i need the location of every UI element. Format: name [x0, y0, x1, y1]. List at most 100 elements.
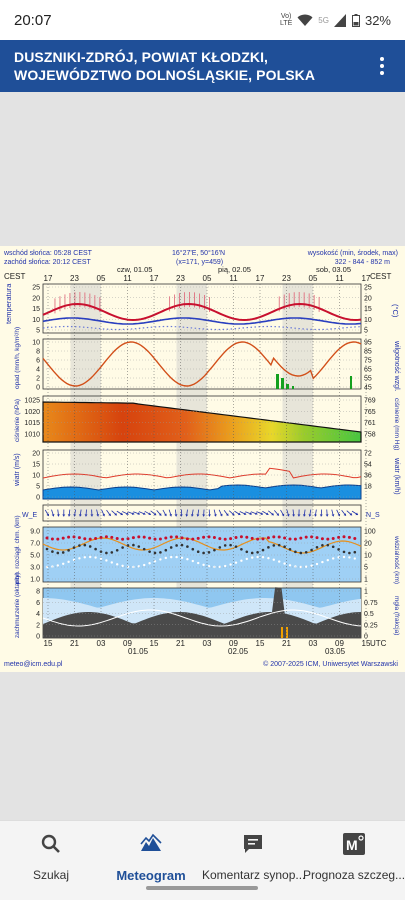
battery-icon — [351, 13, 360, 27]
utc-hour: 15 — [150, 639, 159, 648]
nav-meteogram[interactable]: Meteogram — [100, 833, 202, 883]
nav-comment[interactable]: Komentarz synop... — [202, 833, 304, 882]
cloud-dot — [196, 536, 200, 540]
cest-hour: 11 — [123, 274, 132, 283]
wind-arrow — [196, 509, 200, 517]
cloud-dot — [326, 558, 329, 562]
cloud-dot — [223, 537, 227, 541]
cloud-dot — [116, 563, 119, 566]
cest-hour: 05 — [97, 274, 106, 283]
cloud-dot — [121, 564, 124, 568]
wind-arrow — [280, 509, 285, 517]
nav-forecast[interactable]: M Prognoza szczeg... — [303, 833, 405, 882]
wind-arrow — [62, 509, 66, 517]
wind-arrow — [274, 510, 280, 516]
more-menu-icon[interactable] — [373, 52, 391, 80]
cloud-dot — [223, 544, 227, 547]
cloud-dot — [326, 543, 330, 547]
wind-arrow — [325, 509, 329, 517]
axis-tick: 6 — [36, 600, 40, 607]
axis-tick: 5 — [36, 328, 40, 335]
axis-tick: 1015 — [24, 420, 40, 427]
cloud-dot — [78, 544, 81, 547]
date-bottom-1: 01.05 — [128, 647, 149, 656]
cloud-dot — [229, 563, 232, 566]
comment-icon — [244, 835, 262, 853]
cloud-dot — [121, 546, 124, 549]
cloud-dot — [256, 551, 259, 554]
pressure-area — [42, 401, 362, 443]
cloud-dot — [56, 537, 60, 541]
signal-icon — [333, 13, 346, 27]
cloud-dot — [288, 548, 292, 551]
nav-comment-label: Komentarz synop... — [202, 868, 304, 882]
precip-bars — [276, 374, 352, 389]
cloud-dot — [245, 550, 249, 554]
axis-tick: 1010 — [24, 432, 40, 439]
meteogram-backdrop-bottom — [0, 672, 405, 820]
wind-direction-panel — [42, 504, 362, 522]
humidity-line — [42, 341, 362, 387]
fog-bars — [281, 627, 288, 638]
cloud-dot — [283, 545, 286, 548]
cest-hour: 23 — [282, 274, 291, 283]
cloud-dot — [148, 536, 152, 540]
axis-tick: 758 — [364, 432, 376, 439]
cloud-dot — [261, 548, 265, 552]
cloud-dot — [266, 536, 270, 540]
cloud-dot — [51, 550, 54, 553]
dewpoint-line — [42, 317, 362, 325]
cloud-dot — [56, 551, 60, 555]
tz-left: CEST — [4, 272, 25, 281]
cloud-dot — [170, 555, 173, 559]
cloud-dot — [288, 564, 292, 567]
wind-label: wiatr (m/s) — [14, 453, 21, 487]
axis-tick: 18 — [364, 484, 372, 491]
wind-arrow — [302, 509, 306, 517]
cloud-dot — [347, 535, 351, 539]
wind-arrow — [156, 510, 162, 516]
day-label-3: sob, 03.05 — [316, 265, 351, 274]
nav-search[interactable]: Szukaj — [0, 833, 102, 882]
nav-meteogram-label: Meteogram — [116, 868, 186, 883]
meteogram-image[interactable]: wschód słońca: 05:28 CEST zachód słońca:… — [0, 246, 405, 672]
wind-label-kmh: wiatr (km/h) — [393, 457, 400, 495]
svg-text:M: M — [346, 837, 358, 853]
search-icon — [41, 834, 60, 853]
cloud-dot — [89, 555, 92, 559]
wind-arrow — [84, 509, 88, 517]
axis-tick: 6 — [36, 358, 40, 365]
wind-arrow — [90, 509, 94, 517]
wind-arrow — [234, 510, 241, 516]
cloud-dot — [240, 559, 243, 562]
cloud-dot — [212, 536, 216, 540]
cest-hour: 17 — [44, 274, 53, 283]
cloud-dot — [94, 547, 97, 551]
wind-arrow — [202, 509, 206, 517]
cloud-dot — [137, 545, 141, 548]
cloud-dot — [72, 546, 76, 549]
axis-tick: 5 — [36, 484, 40, 491]
axis-tick: 5 — [364, 565, 368, 572]
axis-tick: 0 — [36, 634, 40, 641]
cloud-dot — [45, 536, 49, 540]
cloud-dot — [218, 565, 221, 569]
axis-tick: 0.5 — [364, 611, 374, 618]
cloud-dot — [56, 564, 59, 567]
cloud-dot — [353, 537, 357, 541]
cest-hour: 23 — [70, 274, 79, 283]
cloud-dot — [110, 561, 114, 564]
wind-arrow — [314, 509, 318, 517]
cloud-dot — [175, 555, 178, 559]
wind-arrow — [127, 511, 135, 515]
cloud-dot — [315, 562, 319, 566]
cloud-dot — [305, 565, 308, 568]
precip-label: opad (mm/h, kg/m²/h) — [14, 327, 21, 389]
cloud-dot — [67, 549, 70, 552]
wind-axis: 20 15 10 5 0 72 54 36 18 — [32, 451, 372, 502]
cloud-dot — [88, 545, 92, 548]
elevation-label: wysokość (min, środek, max) — [307, 250, 398, 257]
day-label-1: czw, 01.05 — [117, 265, 152, 274]
footer-email[interactable]: meteo@icm.edu.pl — [4, 661, 63, 668]
cest-hour: 17 — [362, 274, 371, 283]
